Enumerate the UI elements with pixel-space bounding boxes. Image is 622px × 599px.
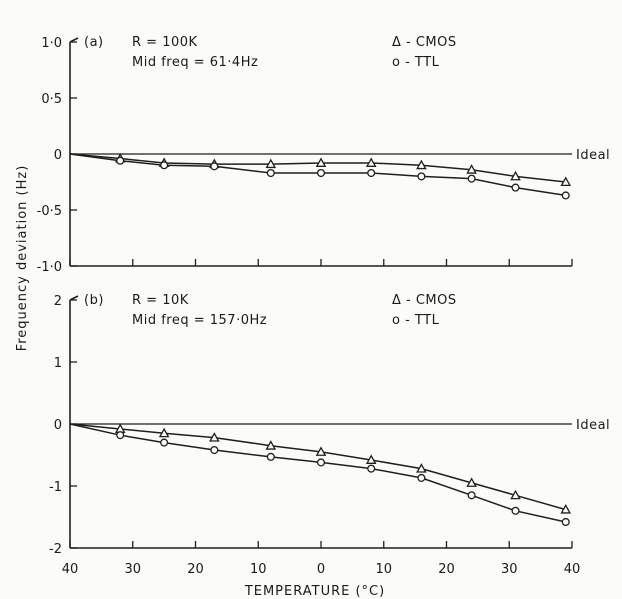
y-tick-label: 0·5	[41, 92, 62, 107]
x-axis-title: TEMPERATURE (°C)	[244, 584, 385, 599]
series-line-cmos	[69, 423, 566, 511]
y-tick-label: -1·0	[37, 260, 62, 275]
ttl-point	[266, 168, 275, 178]
annotation-mid-frequency: Mid freq = 61·4Hz	[132, 55, 258, 70]
cmos-point	[315, 157, 327, 167]
ttl-point	[367, 168, 376, 178]
chart-panel-b: 2 1 0 -1 -2 Ideal (b) R = 10K Mid freq = 157·0Hz…	[49, 293, 610, 557]
axis-corner-hook	[69, 295, 79, 301]
annotation-resistance: R = 100K	[132, 35, 198, 50]
chart-panel-a: 1·0 0·5 0 -0·5 -1·0 Ideal (a) R = 100K Mid freq …	[37, 35, 610, 275]
ttl-point	[417, 172, 426, 181]
y-axis-title: Frequency deviation (Hz)	[15, 165, 30, 352]
legend-entry-cmos: Δ - CMOS	[392, 293, 457, 308]
cmos-point	[265, 158, 277, 169]
chart-panels: 1·0 0·5 0 -0·5 -1·0 Ideal (a) R = 100K Mid freq …	[37, 35, 610, 557]
ttl-point	[467, 174, 476, 183]
axis-corner-hook	[69, 37, 79, 43]
ideal-label: Ideal	[576, 418, 610, 433]
x-tick-label: 10	[250, 562, 267, 577]
panel-label: (b)	[84, 293, 104, 308]
ttl-point	[266, 452, 275, 461]
cmos-point	[510, 489, 521, 500]
cmos-point	[365, 454, 377, 464]
ttl-point	[316, 168, 326, 178]
ttl-point	[116, 156, 125, 165]
ttl-point	[116, 431, 125, 440]
y-tick-label: 2	[54, 294, 62, 309]
ttl-point	[511, 183, 520, 192]
series-line-cmos	[69, 153, 566, 183]
y-tick-label: 0	[54, 418, 62, 433]
legend-entry-cmos: Δ - CMOS	[392, 35, 457, 50]
ttl-point	[561, 517, 570, 527]
ttl-point	[467, 491, 476, 500]
y-tick-label: -2	[49, 542, 62, 557]
x-tick-label: 20	[438, 562, 455, 577]
ttl-point	[511, 506, 520, 515]
annotation-mid-frequency: Mid freq = 157·0Hz	[132, 313, 267, 328]
ttl-point	[160, 161, 169, 170]
cmos-point	[560, 176, 572, 187]
cmos-point	[365, 157, 377, 167]
y-tick-label: 1·0	[41, 36, 62, 51]
cmos-point	[209, 432, 220, 442]
cmos-point	[466, 477, 477, 487]
annotation-resistance: R = 10K	[132, 293, 189, 308]
cmos-point	[315, 446, 327, 456]
x-tick-label: 40	[62, 562, 79, 577]
ttl-point	[561, 191, 570, 200]
y-tick-label: 0	[54, 148, 62, 163]
ttl-point	[160, 438, 169, 447]
cmos-point	[560, 504, 572, 514]
panel-label: (a)	[84, 35, 104, 50]
y-tick-label: -1	[49, 480, 62, 495]
ttl-point	[316, 458, 326, 467]
ttl-point	[210, 445, 219, 455]
ttl-point	[417, 473, 426, 482]
x-tick-label: 40	[564, 562, 581, 577]
ideal-label: Ideal	[576, 148, 610, 163]
cmos-point	[416, 159, 427, 170]
ttl-point	[367, 464, 376, 473]
cmos-point	[416, 463, 427, 473]
x-tick-label: 30	[501, 562, 518, 577]
legend-entry-ttl: o - TTL	[392, 313, 440, 328]
cmos-point	[158, 427, 170, 438]
cmos-point	[466, 164, 477, 174]
series-line-ttl	[69, 423, 566, 523]
x-tick-label: 0	[317, 562, 325, 577]
legend-entry-ttl: o - TTL	[392, 55, 440, 70]
cmos-point	[265, 440, 277, 450]
cmos-point	[510, 170, 521, 181]
y-tick-label: -0·5	[37, 204, 62, 219]
x-tick-label: 20	[187, 562, 204, 577]
x-tick-label: 10	[375, 562, 392, 577]
x-tick-labels: 40 30 20 10 0 10 20 30 40	[62, 562, 581, 577]
ttl-point	[210, 162, 219, 171]
y-tick-label: 1	[54, 356, 62, 371]
x-tick-label: 30	[124, 562, 141, 577]
